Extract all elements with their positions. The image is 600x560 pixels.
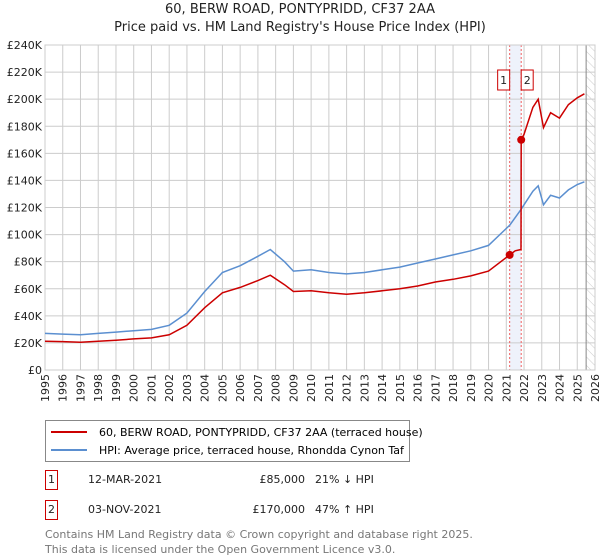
x-tick-label: 2014 bbox=[376, 374, 389, 402]
transaction-hpi: 47% ↑ HPI bbox=[315, 503, 374, 516]
x-tick-label: 2019 bbox=[465, 374, 478, 402]
y-tick-label: £140K bbox=[7, 174, 43, 187]
transaction-price: £85,000 bbox=[259, 473, 306, 486]
transaction-date: 12-MAR-2021 bbox=[88, 473, 163, 486]
y-tick-label: £180K bbox=[7, 120, 43, 133]
x-tick-label: 2015 bbox=[394, 374, 407, 402]
sale-marker-label: 1 bbox=[500, 74, 507, 87]
x-tick-label: 1995 bbox=[39, 374, 52, 402]
y-tick-label: £40K bbox=[14, 310, 43, 323]
x-tick-label: 2013 bbox=[358, 374, 371, 402]
sale-marker-box bbox=[497, 69, 511, 91]
y-tick-label: £160K bbox=[7, 147, 43, 160]
y-tick-label: £80K bbox=[14, 256, 43, 269]
transaction-marker: 1 bbox=[45, 470, 58, 490]
legend-item-hpi: HPI: Average price, terraced house, Rhon… bbox=[46, 442, 404, 458]
y-tick-label: £20K bbox=[14, 337, 43, 350]
legend-swatch-blue bbox=[51, 449, 87, 451]
y-tick-label: £220K bbox=[7, 66, 43, 79]
x-tick-label: 1996 bbox=[57, 374, 70, 402]
sale-marker-box bbox=[520, 69, 534, 91]
x-tick-label: 2012 bbox=[341, 374, 354, 402]
x-tick-label: 2023 bbox=[536, 374, 549, 402]
footer-copyright: Contains HM Land Registry data © Crown c… bbox=[45, 528, 473, 541]
legend-item-property: 60, BERW ROAD, PONTYPRIDD, CF37 2AA (ter… bbox=[46, 424, 423, 440]
x-tick-label: 1999 bbox=[110, 374, 123, 402]
transaction-date: 03-NOV-2021 bbox=[88, 503, 162, 516]
chart-title: 60, BERW ROAD, PONTYPRIDD, CF37 2AA bbox=[165, 2, 435, 17]
x-tick-label: 2016 bbox=[412, 374, 425, 402]
x-tick-label: 2008 bbox=[270, 374, 283, 402]
y-tick-label: £200K bbox=[7, 93, 43, 106]
property-price-line bbox=[44, 93, 585, 343]
x-tick-label: 2009 bbox=[287, 374, 300, 402]
x-tick-label: 2018 bbox=[447, 374, 460, 402]
x-tick-label: 1998 bbox=[92, 374, 105, 402]
x-tick-label: 2000 bbox=[128, 374, 141, 402]
y-tick-label: £0 bbox=[28, 364, 42, 377]
sale-marker-label: 2 bbox=[524, 74, 531, 87]
transaction-row: 1 12-MAR-2021 £85,000 21% ↓ HPI bbox=[45, 470, 445, 490]
x-tick-label: 2026 bbox=[589, 374, 600, 402]
x-tick-label: 1997 bbox=[74, 374, 87, 402]
x-tick-label: 2022 bbox=[518, 374, 531, 402]
x-tick-label: 2025 bbox=[571, 374, 584, 402]
x-tick-label: 2001 bbox=[145, 374, 158, 402]
x-tick-label: 2020 bbox=[483, 374, 496, 402]
transaction-row: 2 03-NOV-2021 £170,000 47% ↑ HPI bbox=[45, 500, 445, 520]
transaction-hpi: 21% ↓ HPI bbox=[315, 473, 374, 486]
x-tick-label: 2004 bbox=[199, 374, 212, 402]
hpi-line bbox=[44, 181, 585, 336]
legend-label: HPI: Average price, terraced house, Rhon… bbox=[99, 443, 404, 457]
transaction-price: £170,000 bbox=[252, 503, 306, 516]
chart-subtitle: Price paid vs. HM Land Registry's House … bbox=[114, 20, 486, 35]
price-chart: 1995 1996 1997 1998 1999 2000 2001 2002 2003 2004… bbox=[7, 39, 600, 402]
legend: 60, BERW ROAD, PONTYPRIDD, CF37 2AA (ter… bbox=[45, 420, 423, 462]
plot-frame bbox=[44, 44, 596, 371]
x-tick-label: 2011 bbox=[323, 374, 336, 402]
x-tick-label: 2021 bbox=[500, 374, 513, 402]
x-tick-label: 2003 bbox=[181, 374, 194, 402]
x-tick-label: 2024 bbox=[554, 374, 567, 402]
y-tick-label: £100K bbox=[7, 229, 43, 242]
y-tick-label: £60K bbox=[14, 283, 43, 296]
y-tick-label: £120K bbox=[7, 202, 43, 215]
legend-label: 60, BERW ROAD, PONTYPRIDD, CF37 2AA (ter… bbox=[99, 425, 423, 439]
y-tick-label: £240K bbox=[7, 39, 43, 52]
x-tick-label: 2007 bbox=[252, 374, 265, 402]
x-tick-label: 2010 bbox=[305, 374, 318, 402]
transaction-marker: 2 bbox=[45, 500, 58, 520]
x-tick-label: 2017 bbox=[429, 374, 442, 402]
sale-point bbox=[505, 250, 514, 259]
legend-swatch-red bbox=[51, 431, 87, 433]
x-tick-label: 2002 bbox=[163, 374, 176, 402]
x-tick-label: 2006 bbox=[234, 374, 247, 402]
sale-point bbox=[517, 135, 526, 144]
x-tick-label: 2005 bbox=[216, 374, 229, 402]
footer-licence: This data is licensed under the Open Gov… bbox=[45, 543, 396, 556]
